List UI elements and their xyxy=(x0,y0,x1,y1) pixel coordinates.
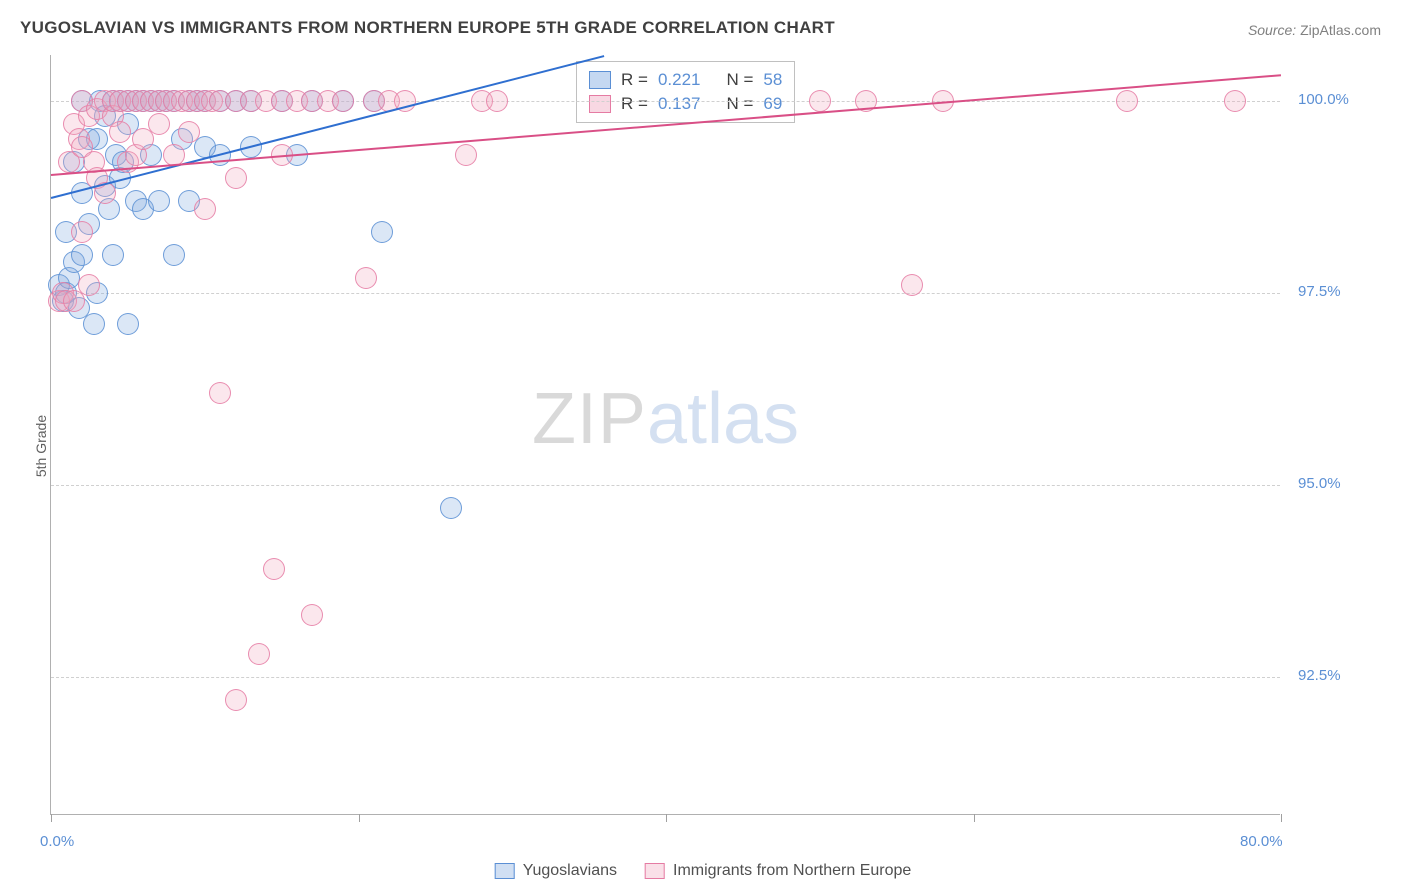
data-point xyxy=(486,90,508,112)
gridline xyxy=(51,677,1280,678)
data-point xyxy=(117,313,139,335)
data-point xyxy=(148,113,170,135)
x-tick-label: 80.0% xyxy=(1240,833,1283,850)
data-point xyxy=(71,221,93,243)
stats-n-label: N = xyxy=(726,70,753,90)
data-point xyxy=(248,643,270,665)
stats-r-value: 0.221 xyxy=(658,70,701,90)
data-point xyxy=(301,604,323,626)
legend-label: Yugoslavians xyxy=(523,862,617,880)
y-tick-label: 95.0% xyxy=(1298,475,1341,492)
source-value: ZipAtlas.com xyxy=(1300,22,1381,38)
stats-n-value: 58 xyxy=(763,70,782,90)
chart-title: YUGOSLAVIAN VS IMMIGRANTS FROM NORTHERN … xyxy=(20,18,835,38)
stats-r-label: R = xyxy=(621,70,648,90)
stats-n-value: 69 xyxy=(763,94,782,114)
data-point xyxy=(901,274,923,296)
legend-swatch xyxy=(645,863,665,879)
data-point xyxy=(83,313,105,335)
legend: Yugoslavians Immigrants from Northern Eur… xyxy=(495,862,912,880)
data-point xyxy=(371,221,393,243)
data-point xyxy=(71,244,93,266)
data-point xyxy=(332,90,354,112)
legend-item: Immigrants from Northern Europe xyxy=(645,862,911,880)
watermark-atlas: atlas xyxy=(647,379,799,459)
y-tick-label: 100.0% xyxy=(1298,91,1349,108)
stats-r-label: R = xyxy=(621,94,648,114)
data-point xyxy=(1224,90,1246,112)
stats-swatch xyxy=(589,71,611,89)
data-point xyxy=(455,144,477,166)
y-axis-label: 5th Grade xyxy=(33,415,49,477)
stats-row: R = 0.221 N = 58 xyxy=(589,68,782,92)
x-tick xyxy=(974,814,975,822)
stats-n-label: N = xyxy=(726,94,753,114)
data-point xyxy=(194,198,216,220)
data-point xyxy=(440,497,462,519)
x-tick xyxy=(666,814,667,822)
data-point xyxy=(1116,90,1138,112)
data-point xyxy=(178,121,200,143)
y-tick-label: 92.5% xyxy=(1298,667,1341,684)
data-point xyxy=(78,274,100,296)
watermark-zip: ZIP xyxy=(532,379,647,459)
source-label: Source: xyxy=(1248,22,1296,38)
stats-row: R = 0.137 N = 69 xyxy=(589,92,782,116)
x-tick-label: 0.0% xyxy=(40,833,74,850)
y-tick-label: 97.5% xyxy=(1298,283,1341,300)
gridline xyxy=(51,485,1280,486)
source-attribution: Source: ZipAtlas.com xyxy=(1248,22,1381,38)
x-tick xyxy=(359,814,360,822)
gridline xyxy=(51,293,1280,294)
x-tick xyxy=(51,814,52,822)
data-point xyxy=(209,382,231,404)
watermark: ZIPatlas xyxy=(532,378,799,460)
data-point xyxy=(809,90,831,112)
x-tick xyxy=(1281,814,1282,822)
data-point xyxy=(148,190,170,212)
legend-item: Yugoslavians xyxy=(495,862,617,880)
correlation-stats-box: R = 0.221 N = 58 R = 0.137 N = 69 xyxy=(576,61,795,123)
data-point xyxy=(225,689,247,711)
data-point xyxy=(355,267,377,289)
legend-label: Immigrants from Northern Europe xyxy=(673,862,911,880)
plot-area: ZIPatlas R = 0.221 N = 58 R = 0.137 N = 69 xyxy=(50,55,1280,815)
stats-r-value: 0.137 xyxy=(658,94,701,114)
stats-swatch xyxy=(589,95,611,113)
legend-swatch xyxy=(495,863,515,879)
data-point xyxy=(109,121,131,143)
data-point xyxy=(102,244,124,266)
data-point xyxy=(163,244,185,266)
data-point xyxy=(263,558,285,580)
data-point xyxy=(225,167,247,189)
